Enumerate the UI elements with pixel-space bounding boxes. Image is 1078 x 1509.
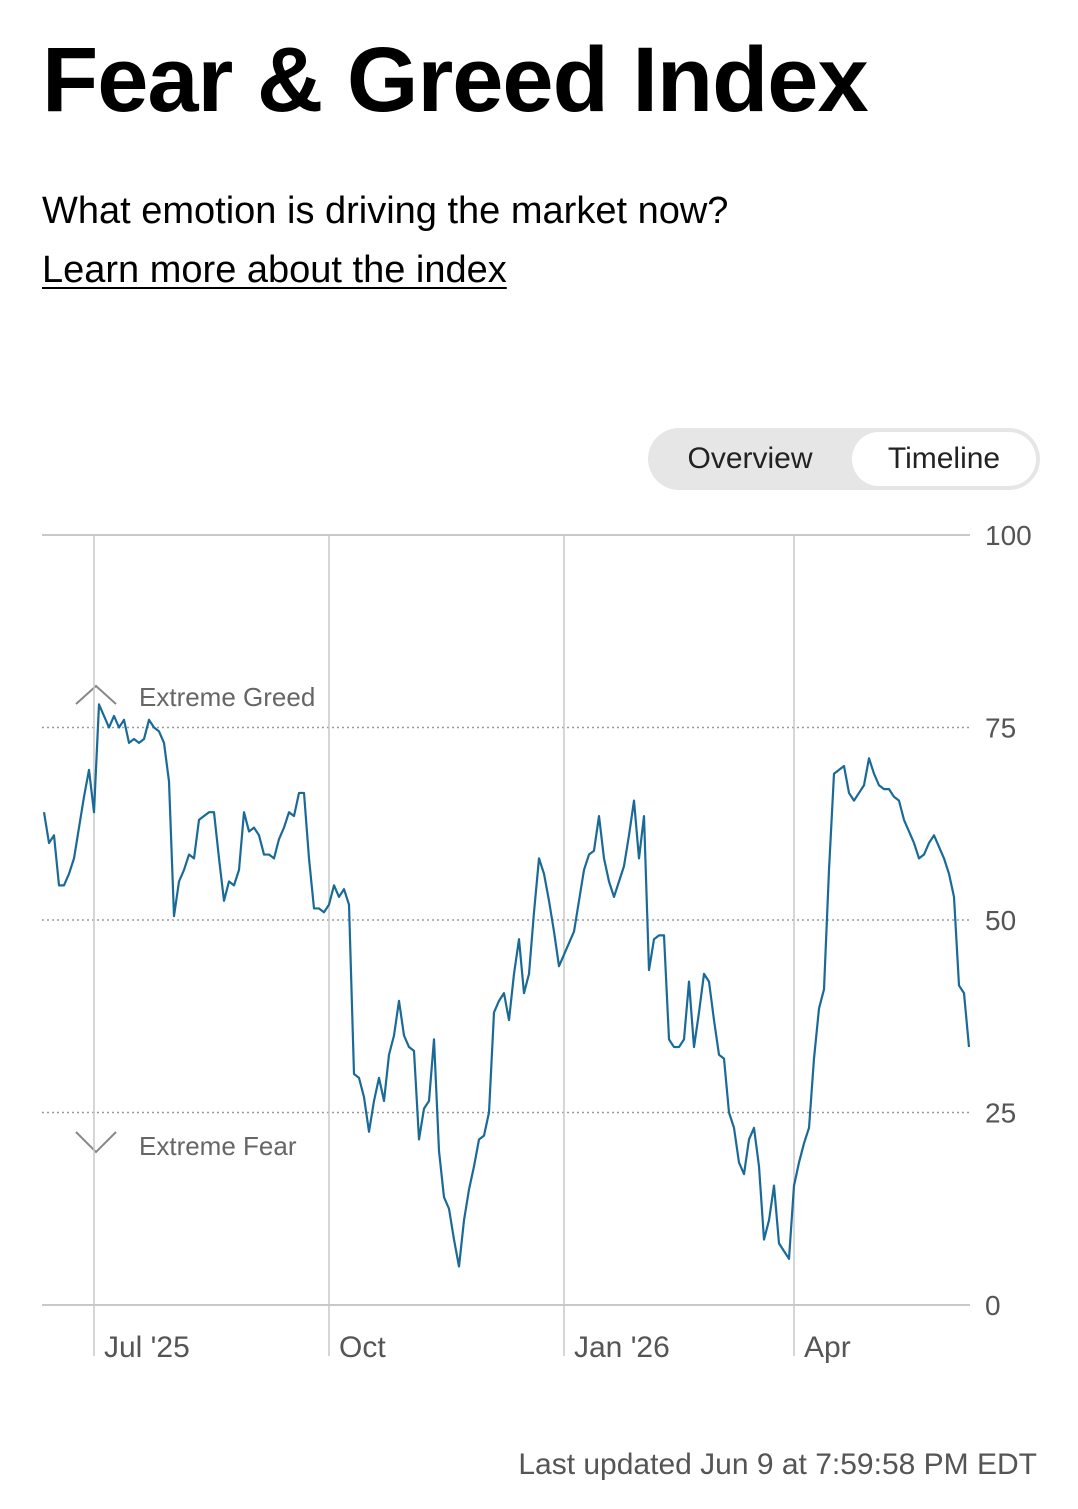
greed-chevron	[75, 684, 117, 705]
fear-label: Extreme Fear	[139, 1131, 297, 1161]
overview-tab[interactable]: Overview	[687, 442, 813, 475]
index-line	[42, 703, 971, 1268]
y-tick-label: 100	[985, 520, 1032, 551]
x-tick-label: Jan '26	[574, 1331, 670, 1364]
x-tick-label: Oct	[339, 1331, 386, 1364]
subtitle: What emotion is driving the market now?	[42, 190, 729, 232]
y-tick-label: 0	[985, 1290, 1001, 1321]
y-tick-label: 75	[985, 713, 1016, 744]
learn-more-link[interactable]: Learn more about the index	[42, 249, 507, 291]
y-tick-label: 50	[985, 905, 1016, 936]
chart: 0 25 50 75 100 Jul '25 Oct Jan '26 Apr Extreme Gr…	[42, 520, 1032, 1364]
fear-chevron	[75, 1131, 117, 1154]
timeline-tab[interactable]: Timeline	[852, 432, 1036, 486]
greed-label: Extreme Greed	[139, 682, 315, 712]
x-tick-label: Apr	[804, 1331, 851, 1364]
x-tick-label: Jul '25	[104, 1331, 190, 1364]
view-toggle: Overview Timeline	[648, 428, 1040, 490]
page-title: Fear & Greed Index	[42, 29, 869, 131]
y-tick-label: 25	[985, 1098, 1016, 1129]
last-updated: Last updated Jun 9 at 7:59:58 PM EDT	[518, 1448, 1037, 1481]
